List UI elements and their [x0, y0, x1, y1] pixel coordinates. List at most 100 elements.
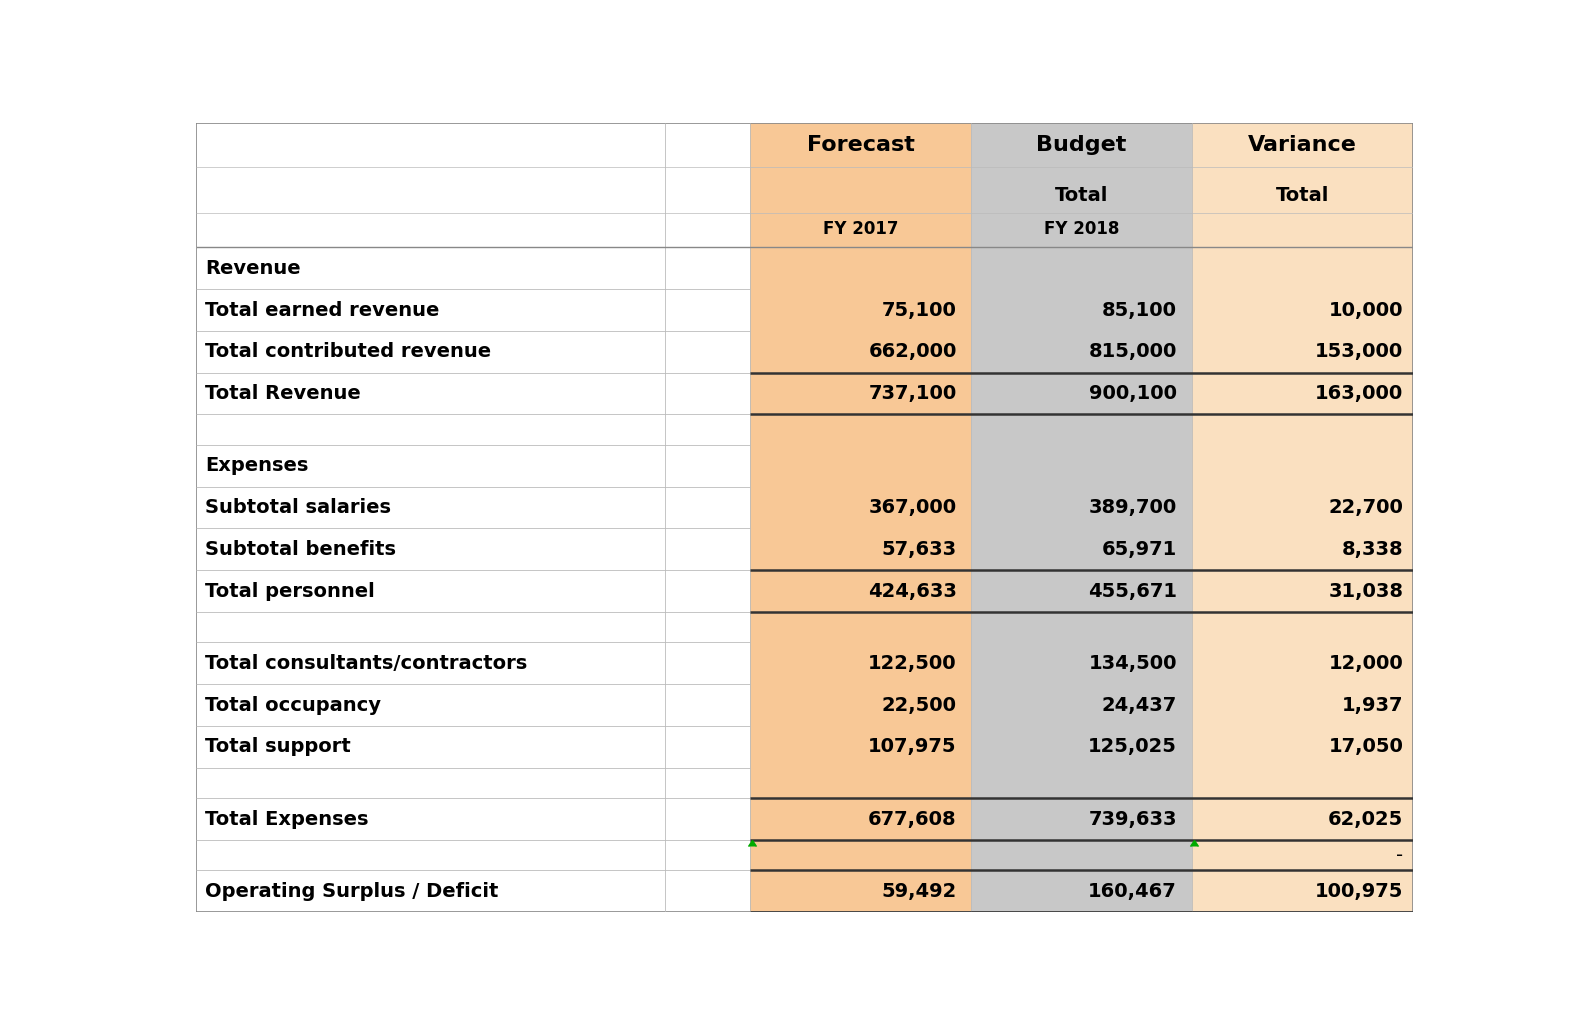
- Text: 125,025: 125,025: [1088, 737, 1178, 756]
- Text: Total earned revenue: Total earned revenue: [204, 300, 440, 320]
- Bar: [196, 840, 750, 870]
- Text: 662,000: 662,000: [868, 342, 956, 362]
- Bar: [1192, 840, 1413, 870]
- Bar: [1192, 373, 1413, 414]
- Text: 153,000: 153,000: [1316, 342, 1404, 362]
- Bar: [972, 247, 1192, 289]
- Text: Operating Surplus / Deficit: Operating Surplus / Deficit: [204, 882, 498, 901]
- Text: 8,338: 8,338: [1342, 540, 1404, 559]
- Bar: [1192, 289, 1413, 331]
- Bar: [196, 612, 750, 643]
- Text: 59,492: 59,492: [881, 882, 956, 901]
- Text: Revenue: Revenue: [204, 259, 300, 278]
- Bar: [750, 840, 972, 870]
- Text: Total Expenses: Total Expenses: [204, 810, 369, 828]
- Text: 65,971: 65,971: [1102, 540, 1178, 559]
- Bar: [196, 123, 750, 247]
- Text: Variance: Variance: [1248, 135, 1356, 156]
- Text: 160,467: 160,467: [1088, 882, 1178, 901]
- Bar: [750, 529, 972, 570]
- Bar: [750, 643, 972, 685]
- Bar: [1192, 487, 1413, 529]
- Text: 389,700: 389,700: [1088, 498, 1178, 517]
- Bar: [972, 685, 1192, 726]
- Bar: [196, 487, 750, 529]
- Text: 122,500: 122,500: [868, 654, 956, 672]
- Bar: [972, 570, 1192, 612]
- Bar: [972, 123, 1192, 247]
- Bar: [972, 612, 1192, 643]
- Bar: [972, 726, 1192, 768]
- Text: 815,000: 815,000: [1088, 342, 1178, 362]
- Bar: [196, 798, 750, 840]
- Text: 163,000: 163,000: [1316, 384, 1404, 403]
- Bar: [196, 414, 750, 445]
- Text: FY 2018: FY 2018: [1044, 219, 1119, 238]
- Bar: [1192, 685, 1413, 726]
- Text: 57,633: 57,633: [882, 540, 956, 559]
- Text: Subtotal benefits: Subtotal benefits: [204, 540, 396, 559]
- Text: 24,437: 24,437: [1102, 696, 1178, 714]
- Bar: [1192, 798, 1413, 840]
- Text: 739,633: 739,633: [1088, 810, 1178, 828]
- Text: 455,671: 455,671: [1088, 581, 1178, 601]
- Bar: [1192, 529, 1413, 570]
- Text: 22,700: 22,700: [1328, 498, 1404, 517]
- Text: 17,050: 17,050: [1328, 737, 1404, 756]
- Bar: [196, 643, 750, 685]
- Bar: [1192, 123, 1413, 247]
- Bar: [972, 487, 1192, 529]
- Text: Total Revenue: Total Revenue: [204, 384, 361, 403]
- Bar: [750, 487, 972, 529]
- Bar: [750, 726, 972, 768]
- Bar: [972, 840, 1192, 870]
- Text: FY 2017: FY 2017: [823, 219, 898, 238]
- Bar: [1192, 643, 1413, 685]
- Bar: [750, 331, 972, 373]
- Text: 12,000: 12,000: [1328, 654, 1404, 672]
- Bar: [750, 768, 972, 798]
- Bar: [196, 289, 750, 331]
- Text: 75,100: 75,100: [882, 300, 956, 320]
- Bar: [1192, 570, 1413, 612]
- Bar: [972, 529, 1192, 570]
- Text: 424,633: 424,633: [868, 581, 956, 601]
- Bar: [972, 870, 1192, 912]
- Bar: [1192, 445, 1413, 487]
- Bar: [750, 123, 972, 247]
- Bar: [1192, 768, 1413, 798]
- Bar: [972, 373, 1192, 414]
- Bar: [1192, 247, 1413, 289]
- Text: Total personnel: Total personnel: [204, 581, 375, 601]
- Text: 107,975: 107,975: [868, 737, 956, 756]
- Bar: [196, 373, 750, 414]
- Text: Expenses: Expenses: [204, 456, 308, 476]
- Text: 62,025: 62,025: [1328, 810, 1404, 828]
- Bar: [196, 445, 750, 487]
- Text: Total: Total: [1055, 186, 1108, 205]
- Bar: [1192, 870, 1413, 912]
- Text: Subtotal salaries: Subtotal salaries: [204, 498, 391, 517]
- Bar: [750, 373, 972, 414]
- Text: Forecast: Forecast: [807, 135, 915, 156]
- Text: Budget: Budget: [1036, 135, 1127, 156]
- Bar: [750, 870, 972, 912]
- Text: Total consultants/contractors: Total consultants/contractors: [204, 654, 528, 672]
- Bar: [750, 612, 972, 643]
- Bar: [972, 798, 1192, 840]
- Bar: [196, 685, 750, 726]
- Bar: [750, 570, 972, 612]
- Text: Total occupancy: Total occupancy: [204, 696, 382, 714]
- Bar: [196, 870, 750, 912]
- Bar: [972, 768, 1192, 798]
- Bar: [972, 414, 1192, 445]
- Text: 677,608: 677,608: [868, 810, 956, 828]
- Bar: [972, 445, 1192, 487]
- Bar: [972, 331, 1192, 373]
- Bar: [1192, 726, 1413, 768]
- Bar: [196, 726, 750, 768]
- Text: 134,500: 134,500: [1088, 654, 1178, 672]
- Bar: [750, 414, 972, 445]
- Bar: [750, 798, 972, 840]
- Text: 737,100: 737,100: [868, 384, 956, 403]
